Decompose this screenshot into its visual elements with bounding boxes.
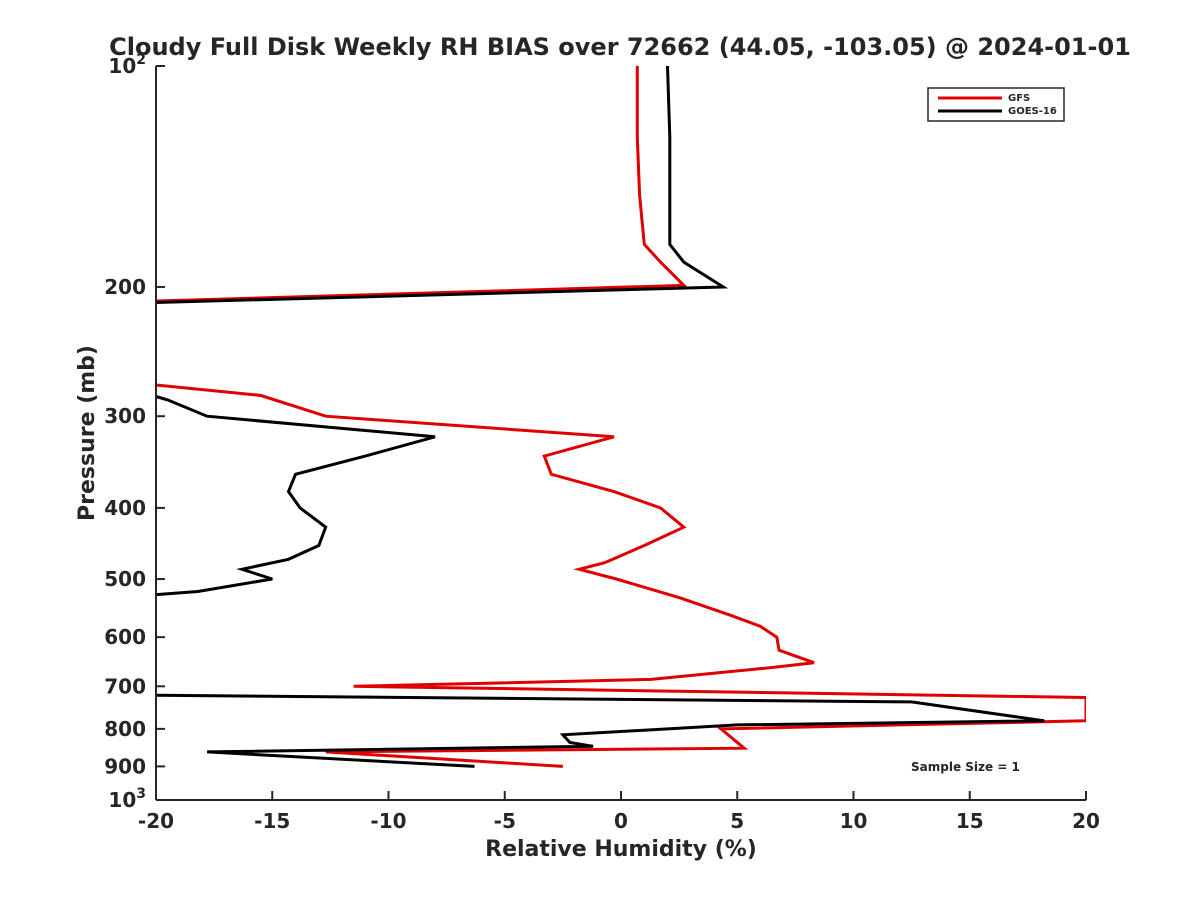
y-axis-label: Pressure (mb) (75, 345, 100, 521)
x-tick-label: 0 (614, 809, 628, 833)
y-tick-label: 600 (104, 625, 146, 649)
y-tick-label: 700 (104, 674, 146, 698)
series-line-goes16-1 (156, 395, 436, 597)
x-tick-label: 20 (1072, 809, 1100, 833)
y-tick-label: 300 (104, 404, 146, 428)
x-tick-label: 15 (956, 809, 984, 833)
x-tick-label: -20 (138, 809, 174, 833)
series-line-gfs-0 (156, 66, 688, 303)
legend-label-gfs: GFS (1008, 93, 1030, 104)
y-tick-label: 200 (104, 275, 146, 299)
y-tick-label: 800 (104, 717, 146, 741)
series-line-goes16-2 (156, 693, 1045, 768)
x-tick-label: -10 (370, 809, 406, 833)
legend-label-goes16: GOES-16 (1008, 106, 1057, 117)
legend: GFS GOES-16 (927, 87, 1065, 122)
y-tick-label: 500 (104, 567, 146, 591)
series-layer (156, 66, 1086, 768)
x-tick-label: 10 (840, 809, 868, 833)
legend-box (927, 87, 1065, 122)
series-line-goes16-0 (156, 66, 729, 304)
y-tick-label: 400 (104, 496, 146, 520)
series-line-gfs-1 (156, 383, 1086, 768)
x-ticks: -20 -15 -10 -5 0 5 10 15 20 (138, 791, 1100, 833)
chart-title: Cloudy Full Disk Weekly RH BIAS over 726… (109, 33, 1131, 61)
x-tick-label: -15 (254, 809, 290, 833)
sample-size-annotation: Sample Size = 1 (911, 760, 1020, 774)
x-axis-label: Relative Humidity (%) (485, 837, 757, 862)
y-tick-label: 900 (104, 754, 146, 778)
x-tick-label: -5 (494, 809, 516, 833)
x-tick-label: 5 (730, 809, 744, 833)
